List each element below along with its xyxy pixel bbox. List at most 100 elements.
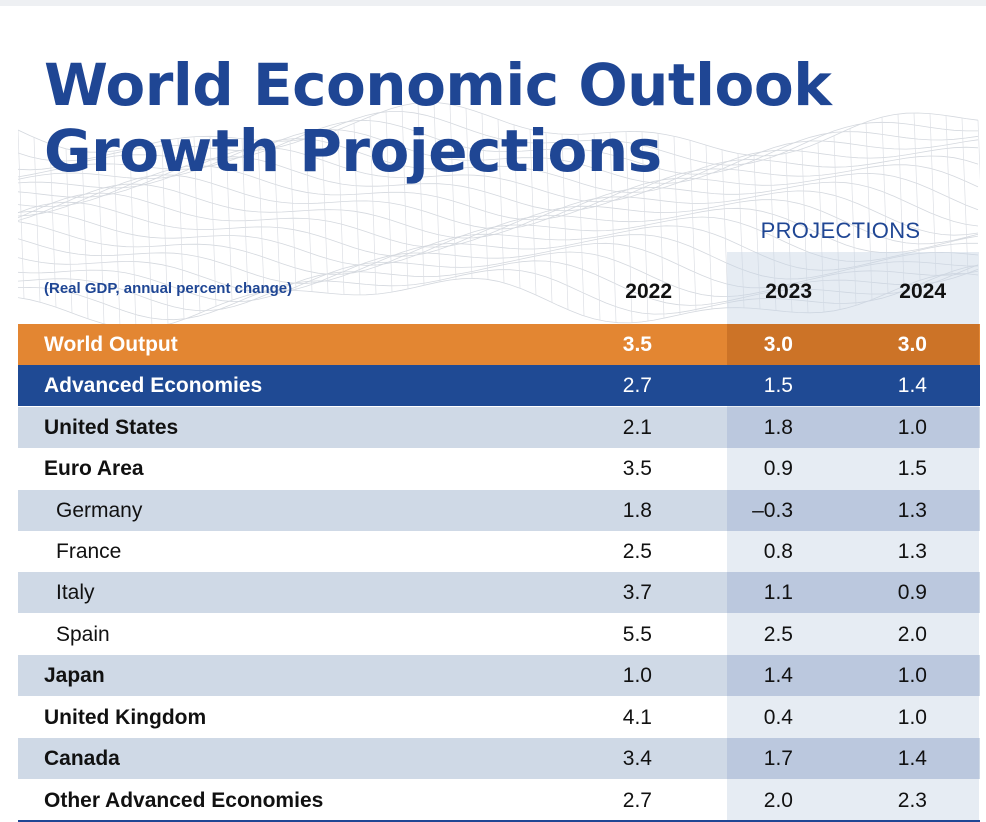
- table-bottom-rule: [18, 820, 980, 822]
- mesh-line: [961, 117, 969, 274]
- value-cell-2023: 1.5: [763, 374, 793, 397]
- mesh-line: [18, 234, 979, 284]
- mesh-line: [689, 140, 697, 312]
- mesh-line: [769, 155, 777, 311]
- table-row: Euro Area 3.5 0.9 1.5: [18, 448, 980, 489]
- mesh-line: [529, 129, 537, 296]
- value-cell-2022: 2.5: [622, 540, 652, 563]
- mesh-line: [33, 137, 41, 303]
- projections-label: PROJECTIONS: [760, 218, 921, 243]
- mesh-line: [49, 143, 57, 308]
- value-cell-2024: 0.9: [897, 581, 927, 604]
- value-cell-2023: 1.7: [763, 747, 793, 770]
- mesh-line: [865, 121, 873, 300]
- projection-cell-shade: [727, 407, 979, 448]
- mesh-line: [785, 153, 793, 313]
- mesh-line: [817, 142, 825, 313]
- mesh-line: [81, 151, 89, 319]
- mesh-line: [18, 183, 979, 239]
- mesh-line: [18, 251, 979, 303]
- mesh-line: [225, 137, 233, 301]
- page-title: World Economic Outlook Growth Projection…: [44, 51, 832, 185]
- value-cell-2024: 2.0: [897, 623, 927, 646]
- mesh-line: [161, 141, 169, 325]
- row-label: World Output: [44, 333, 178, 356]
- mesh-line: [337, 129, 345, 295]
- mesh-line: [18, 192, 979, 248]
- value-cell-2022: 2.7: [622, 789, 652, 812]
- mesh-line: [65, 148, 73, 314]
- table-row: France 2.5 0.8 1.3: [18, 531, 980, 572]
- table-subtitle: (Real GDP, annual percent change): [44, 280, 293, 297]
- row-label: Advanced Economies: [44, 374, 263, 397]
- mesh-line: [833, 135, 841, 310]
- value-cell-2024: 1.3: [897, 540, 927, 563]
- value-cell-2022: 3.7: [622, 581, 652, 604]
- value-cell-2024: 1.5: [897, 457, 927, 480]
- mesh-line: [545, 132, 553, 303]
- mesh-line: [18, 242, 979, 294]
- projection-cell-shade: [727, 738, 979, 779]
- mesh-line: [449, 104, 457, 280]
- mesh-line: [241, 138, 249, 296]
- value-cell-2023: 1.8: [763, 416, 793, 439]
- mesh-line: [657, 133, 665, 319]
- mesh-line: [801, 148, 809, 313]
- mesh-line: [721, 149, 729, 308]
- mesh-line: [929, 113, 937, 276]
- table-row: Advanced Economies 2.7 1.5 1.4: [18, 365, 980, 406]
- mesh-line: [18, 273, 979, 325]
- value-cell-2022: 3.4: [622, 747, 652, 770]
- projection-cell-shade: [727, 572, 979, 613]
- value-cell-2023: 0.4: [763, 706, 793, 729]
- background-mesh: [18, 101, 980, 325]
- mesh-line: [18, 264, 979, 321]
- value-cell-2022: 4.1: [622, 706, 652, 729]
- mesh-line: [481, 113, 489, 280]
- mesh-line: [321, 135, 329, 294]
- projection-cell-shade: [727, 490, 979, 531]
- row-label: United Kingdom: [44, 706, 207, 729]
- value-cell-2023: 0.8: [763, 540, 793, 563]
- mesh-line: [465, 108, 473, 279]
- mesh-line: [145, 144, 153, 325]
- value-cell-2024: 1.0: [897, 416, 927, 439]
- mesh-line: [401, 105, 409, 289]
- value-cell-2024: 3.0: [897, 333, 927, 356]
- value-cell-2023: 1.1: [763, 581, 793, 604]
- mesh-line: [177, 138, 185, 320]
- value-cell-2024: 1.3: [897, 499, 927, 522]
- mesh-line: [897, 113, 905, 287]
- column-header-2024: 2024: [899, 280, 946, 303]
- mesh-line: [641, 131, 649, 322]
- title-line-2: Growth Projections: [44, 117, 662, 185]
- projection-cell-shade: [727, 655, 979, 696]
- row-label: Euro Area: [44, 457, 144, 480]
- value-cell-2023: 1.4: [763, 664, 793, 687]
- table-row: Canada 3.4 1.7 1.4: [18, 738, 980, 779]
- value-cell-2023: 2.5: [763, 623, 793, 646]
- row-label: Canada: [44, 747, 120, 770]
- table-row: United Kingdom 4.1 0.4 1.0: [18, 697, 980, 738]
- table-row: Italy 3.7 1.1 0.9: [18, 572, 980, 613]
- value-cell-2022: 3.5: [622, 457, 652, 480]
- mesh-line: [513, 124, 521, 289]
- row-label: United States: [44, 416, 179, 439]
- mesh-line: [18, 210, 978, 266]
- table-row: Other Advanced Economies 2.7 2.0 2.3: [18, 780, 980, 821]
- value-cell-2022: 1.0: [622, 664, 652, 687]
- row-label: Spain: [56, 623, 110, 646]
- mesh-line: [113, 150, 121, 325]
- row-label: France: [56, 540, 122, 563]
- mesh-line: [497, 119, 505, 283]
- value-cell-2024: 1.0: [897, 706, 927, 729]
- top-bar: [0, 0, 986, 6]
- row-label: Other Advanced Economies: [44, 789, 324, 812]
- title-line-1: World Economic Outlook: [44, 51, 832, 119]
- value-cell-2022: 2.1: [622, 416, 652, 439]
- table-row: United States 2.1 1.8 1.0: [18, 407, 980, 448]
- value-cell-2024: 2.3: [897, 789, 927, 812]
- mesh-line: [209, 136, 217, 307]
- mesh-line: [97, 152, 105, 324]
- value-cell-2024: 1.4: [897, 747, 927, 770]
